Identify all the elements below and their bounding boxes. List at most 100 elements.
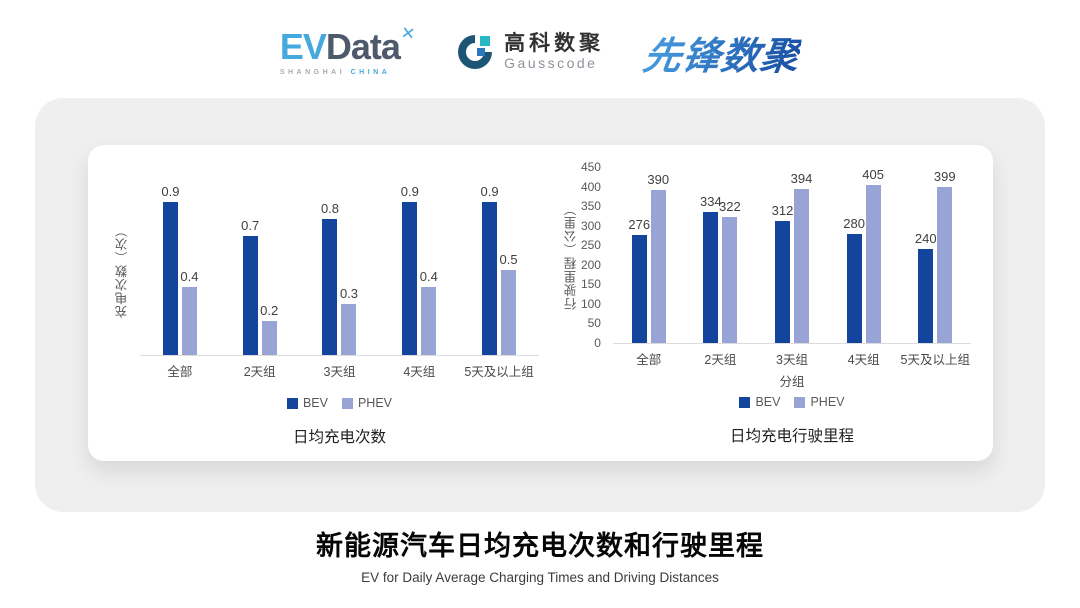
data-label: 0.3 bbox=[339, 286, 359, 301]
bar-phev-3: 405 bbox=[862, 167, 884, 343]
evdata-logo-wordmark: EV Data ✕ bbox=[279, 23, 417, 67]
bar-group-2: 312 394 bbox=[756, 168, 828, 343]
bar-phev-2: 394 bbox=[791, 171, 812, 343]
data-label: 0.9 bbox=[400, 184, 419, 199]
plot-area: 0 50 100 150 200 250 300 350 400 450 276 390 334 322 3… bbox=[581, 160, 971, 350]
bar-phev-4: 0.5 bbox=[500, 252, 518, 355]
x-category-label: 5天及以上组 bbox=[900, 353, 970, 367]
data-label: 322 bbox=[719, 199, 741, 215]
x-axis-category-row: 全部 2天组 3天组 4天组 5天及以上组 bbox=[613, 349, 971, 368]
legend-swatch-icon bbox=[739, 396, 751, 408]
bar-bev-4: 240 bbox=[915, 231, 937, 343]
bar-group-4: 240 399 bbox=[899, 168, 971, 343]
y-axis-title: 充电次数（次） bbox=[115, 223, 130, 319]
data-label: 399 bbox=[933, 168, 956, 184]
evdata-logo: EV Data ✕ SHANGHAI CHINA bbox=[279, 23, 417, 76]
logo-header: EV Data ✕ SHANGHAI CHINA 高科数聚 Gausscode … bbox=[0, 16, 1080, 88]
x-category-label: 3天组 bbox=[776, 353, 808, 367]
bar-bev-3: 280 bbox=[843, 216, 865, 343]
bar-bev-1: 334 bbox=[700, 194, 722, 343]
gausscode-english-name: Gausscode bbox=[504, 55, 598, 72]
evdata-shanghai-label: SHANGHAI bbox=[279, 68, 346, 76]
y-axis-tick-label: 300 bbox=[580, 218, 601, 233]
x-axis-title: 分组 bbox=[779, 375, 805, 389]
evdata-china-label: CHINA bbox=[350, 68, 391, 76]
data-label: 0.8 bbox=[320, 201, 340, 216]
y-axis-tick-label: 400 bbox=[580, 179, 601, 194]
page: EV Data ✕ SHANGHAI CHINA 高科数聚 Gausscode … bbox=[0, 16, 1080, 585]
bar-bev-0: 276 bbox=[628, 217, 650, 343]
data-label: 240 bbox=[914, 231, 937, 247]
bar-group-1: 334 322 bbox=[685, 168, 757, 343]
x-category-label: 4天组 bbox=[847, 353, 880, 367]
gausscode-chinese-name: 高科数聚 bbox=[504, 32, 605, 56]
legend-item-bev: BEV bbox=[739, 395, 780, 409]
page-footer: 新能源汽车日均充电次数和行驶里程 EV for Daily Average Ch… bbox=[0, 524, 1080, 585]
chart-daily-avg-charging-times: 充电次数（次） 0.9 0.4 0.7 0.2 0.8 0.3 0.9 0.4 0.9 0.5 全… bbox=[110, 145, 539, 461]
chart-daily-avg-driving-distance: 行驶里程（公里） 0 50 100 150 200 250 300 350 400 450 276 3… bbox=[555, 145, 971, 461]
legend-swatch-icon bbox=[341, 397, 353, 409]
data-label: 280 bbox=[843, 215, 865, 231]
legend-label: PHEV bbox=[810, 395, 845, 409]
evdata-x-icon: ✕ bbox=[399, 22, 417, 44]
data-label: 405 bbox=[862, 166, 884, 182]
x-category-label: 3天组 bbox=[323, 365, 356, 379]
bar-bev-3: 0.9 bbox=[401, 184, 419, 355]
y-axis-tick-label: 250 bbox=[580, 238, 601, 253]
charts-card: 充电次数（次） 0.9 0.4 0.7 0.2 0.8 0.3 0.9 0.4 0.9 0.5 全… bbox=[88, 145, 993, 461]
bar-group-4: 0.9 0.5 bbox=[459, 184, 539, 355]
data-label: 390 bbox=[647, 172, 670, 188]
bar-phev-1: 0.2 bbox=[260, 303, 278, 355]
legend-item-phev: PHEV bbox=[794, 395, 845, 409]
y-axis-tick-label: 350 bbox=[580, 199, 601, 214]
data-label: 312 bbox=[771, 202, 794, 218]
bar-phev-2: 0.3 bbox=[340, 286, 358, 355]
chart-body: 0.9 0.4 0.7 0.2 0.8 0.3 0.9 0.4 0.9 0.5 全部 2天组 3天组 4… bbox=[140, 184, 539, 447]
legend-label: PHEV bbox=[357, 396, 393, 410]
x-axis-category-row: 全部 2天组 3天组 4天组 5天及以上组 bbox=[140, 361, 539, 380]
x-category-label: 2天组 bbox=[704, 353, 737, 367]
bar-phev-0: 0.4 bbox=[180, 269, 198, 355]
data-label: 0.4 bbox=[419, 269, 438, 284]
y-axis-tick-label: 100 bbox=[580, 296, 601, 311]
x-category-label: 全部 bbox=[167, 365, 193, 379]
evdata-logo-text-ev: EV bbox=[279, 25, 327, 67]
chart-body: 0 50 100 150 200 250 300 350 400 450 276 390 334 322 3… bbox=[581, 160, 971, 446]
x-category-label: 4天组 bbox=[403, 365, 436, 379]
bar-group-1: 0.7 0.2 bbox=[220, 186, 300, 355]
bar-bev-1: 0.7 bbox=[241, 218, 259, 355]
data-label: 0.2 bbox=[260, 303, 279, 318]
data-label: 394 bbox=[790, 170, 813, 186]
y-axis-tick-label: 50 bbox=[587, 316, 601, 331]
legend: BEV PHEV bbox=[140, 396, 539, 410]
bar-phev-4: 399 bbox=[934, 169, 956, 343]
y-axis-tick-label: 200 bbox=[580, 257, 601, 272]
bar-phev-0: 390 bbox=[647, 172, 669, 343]
bar-phev-1: 322 bbox=[719, 199, 741, 343]
xianfeng-shuju-logo: 先锋数聚 bbox=[640, 25, 804, 80]
legend-item-phev: PHEV bbox=[341, 396, 393, 410]
bar-phev-3: 0.4 bbox=[420, 269, 438, 355]
bar-group-2: 0.8 0.3 bbox=[300, 186, 380, 355]
y-axis-tick-label: 0 bbox=[594, 336, 601, 350]
data-label: 0.9 bbox=[480, 184, 499, 199]
legend-swatch-icon bbox=[794, 396, 806, 408]
data-label: 334 bbox=[700, 194, 722, 210]
data-label: 0.5 bbox=[499, 252, 518, 267]
bar-group-0: 276 390 bbox=[613, 168, 685, 343]
bar-bev-2: 0.8 bbox=[321, 201, 339, 355]
x-category-label: 全部 bbox=[636, 353, 662, 367]
y-axis-tick-label: 150 bbox=[580, 277, 601, 292]
x-category-label: 2天组 bbox=[243, 365, 276, 379]
data-label: 276 bbox=[628, 217, 651, 233]
chart-title: 日均充电次数 bbox=[292, 429, 386, 446]
legend-swatch-icon bbox=[286, 397, 298, 409]
chart-panel-card: 充电次数（次） 0.9 0.4 0.7 0.2 0.8 0.3 0.9 0.4 0.9 0.5 全… bbox=[35, 98, 1045, 512]
evdata-logo-subtext: SHANGHAI CHINA bbox=[280, 69, 390, 76]
bar-bev-4: 0.9 bbox=[481, 184, 499, 355]
legend-label: BEV bbox=[755, 395, 781, 409]
y-axis-ticks: 0 50 100 150 200 250 300 350 400 450 bbox=[575, 160, 607, 350]
bar-group-3: 280 405 bbox=[828, 167, 900, 343]
gausscode-logo: 高科数聚 Gausscode bbox=[455, 32, 604, 72]
bar-group-3: 0.9 0.4 bbox=[379, 184, 459, 355]
